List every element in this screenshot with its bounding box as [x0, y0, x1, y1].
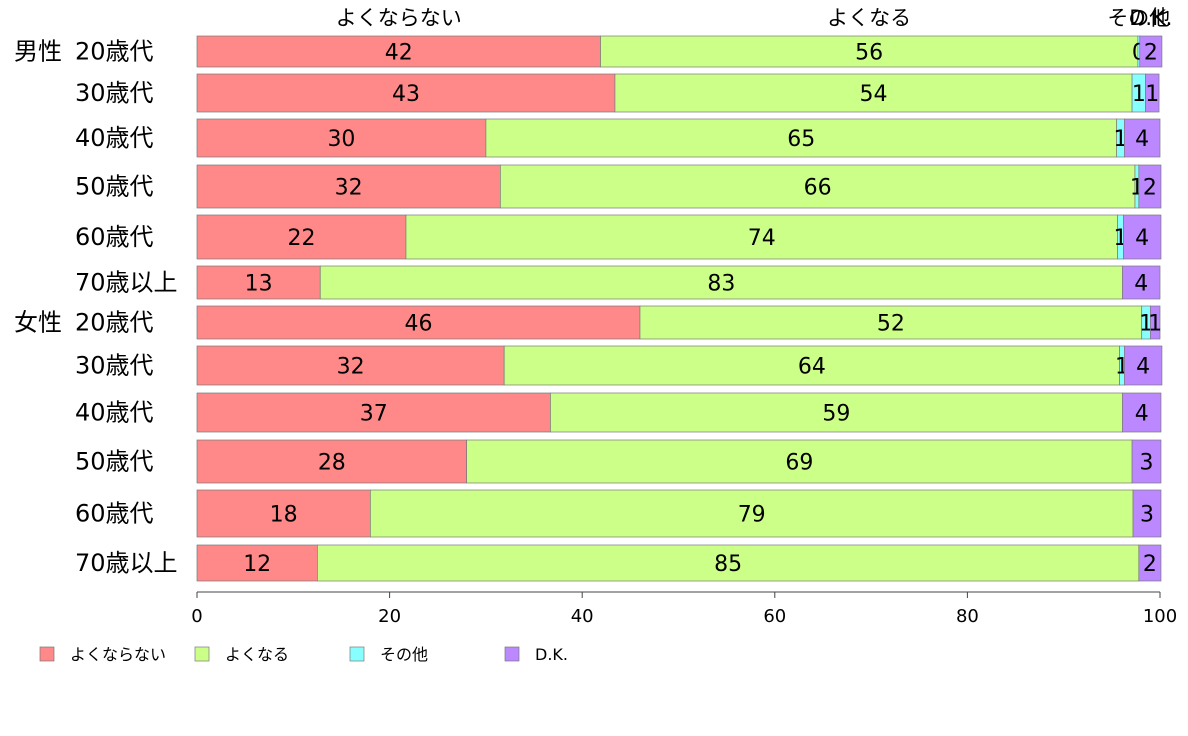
row-group-label: 女性 [14, 309, 62, 337]
row-group-label: 男性 [14, 38, 62, 66]
row-label: 50歳代 [75, 448, 154, 476]
legend-swatch [40, 647, 54, 661]
data-label: 18 [270, 503, 298, 528]
data-label: 3 [1140, 503, 1154, 528]
data-label: 4 [1134, 272, 1148, 297]
row-label: 70歳以上 [75, 269, 178, 297]
data-label: 22 [287, 226, 315, 251]
legend-label: その他 [380, 645, 428, 664]
data-label: 2 [1143, 552, 1157, 577]
data-label: 2 [1143, 176, 1157, 201]
data-label: 83 [707, 272, 735, 297]
data-label: 4 [1135, 402, 1149, 427]
row-label: 20歳代 [75, 309, 154, 337]
legend-swatch [505, 647, 519, 661]
legend: よくならない よくなる その他 D.K. [40, 645, 568, 664]
data-label: 30 [327, 127, 355, 152]
tick-label: 60 [763, 606, 786, 627]
row-label: 30歳代 [75, 352, 154, 380]
tick-label: 20 [378, 606, 401, 627]
data-label: 79 [738, 503, 766, 528]
legend-label: よくなる [225, 645, 289, 664]
data-label: 1 [1148, 312, 1162, 337]
x-axis: 0 20 40 60 80 100 [191, 592, 1177, 627]
top-header-label: D.K. [1129, 6, 1172, 30]
legend-swatch [350, 647, 364, 661]
data-label: 52 [877, 312, 905, 337]
data-label: 66 [804, 176, 832, 201]
legend-label: D.K. [535, 645, 568, 664]
legend-label: よくならない [70, 645, 166, 664]
row-label: 30歳代 [75, 79, 154, 107]
data-label: 65 [787, 127, 815, 152]
bars: 4256024354113065143266122274141383446521… [197, 36, 1162, 581]
data-label: 28 [318, 451, 346, 476]
row-labels: 男性20歳代30歳代40歳代50歳代60歳代70歳以上女性20歳代30歳代40歳… [14, 38, 178, 578]
data-label: 13 [245, 272, 273, 297]
data-label: 43 [392, 82, 420, 107]
tick-label: 40 [571, 606, 594, 627]
data-label: 3 [1140, 451, 1154, 476]
data-label: 64 [798, 355, 826, 380]
row-label: 40歳代 [75, 124, 154, 152]
data-label: 56 [855, 41, 883, 66]
data-label: 4 [1135, 127, 1149, 152]
row-label: 40歳代 [75, 399, 154, 427]
top-header-label: よくならない [336, 6, 462, 30]
data-label: 74 [748, 226, 776, 251]
data-label: 4 [1136, 355, 1150, 380]
data-label: 46 [404, 312, 432, 337]
top-header-label: よくなる [827, 6, 911, 30]
data-label: 1 [1132, 82, 1146, 107]
row-label: 50歳代 [75, 173, 154, 201]
tick-label: 100 [1143, 606, 1177, 627]
data-label: 1 [1145, 82, 1159, 107]
legend-swatch [195, 647, 209, 661]
data-label: 32 [337, 355, 365, 380]
data-label: 32 [335, 176, 363, 201]
data-label: 42 [385, 41, 413, 66]
row-label: 60歳代 [75, 500, 154, 528]
category-headers: よくならないよくなるその他D.K. [336, 6, 1173, 30]
data-label: 54 [860, 82, 888, 107]
data-label: 2 [1144, 41, 1158, 66]
data-label: 69 [785, 451, 813, 476]
tick-label: 80 [956, 606, 979, 627]
data-label: 59 [822, 402, 850, 427]
data-label: 85 [714, 552, 742, 577]
row-label: 20歳代 [75, 38, 154, 66]
row-label: 60歳代 [75, 223, 154, 251]
data-label: 12 [243, 552, 271, 577]
tick-label: 0 [191, 606, 202, 627]
row-label: 70歳以上 [75, 549, 178, 577]
data-label: 37 [360, 402, 388, 427]
data-label: 4 [1135, 226, 1149, 251]
